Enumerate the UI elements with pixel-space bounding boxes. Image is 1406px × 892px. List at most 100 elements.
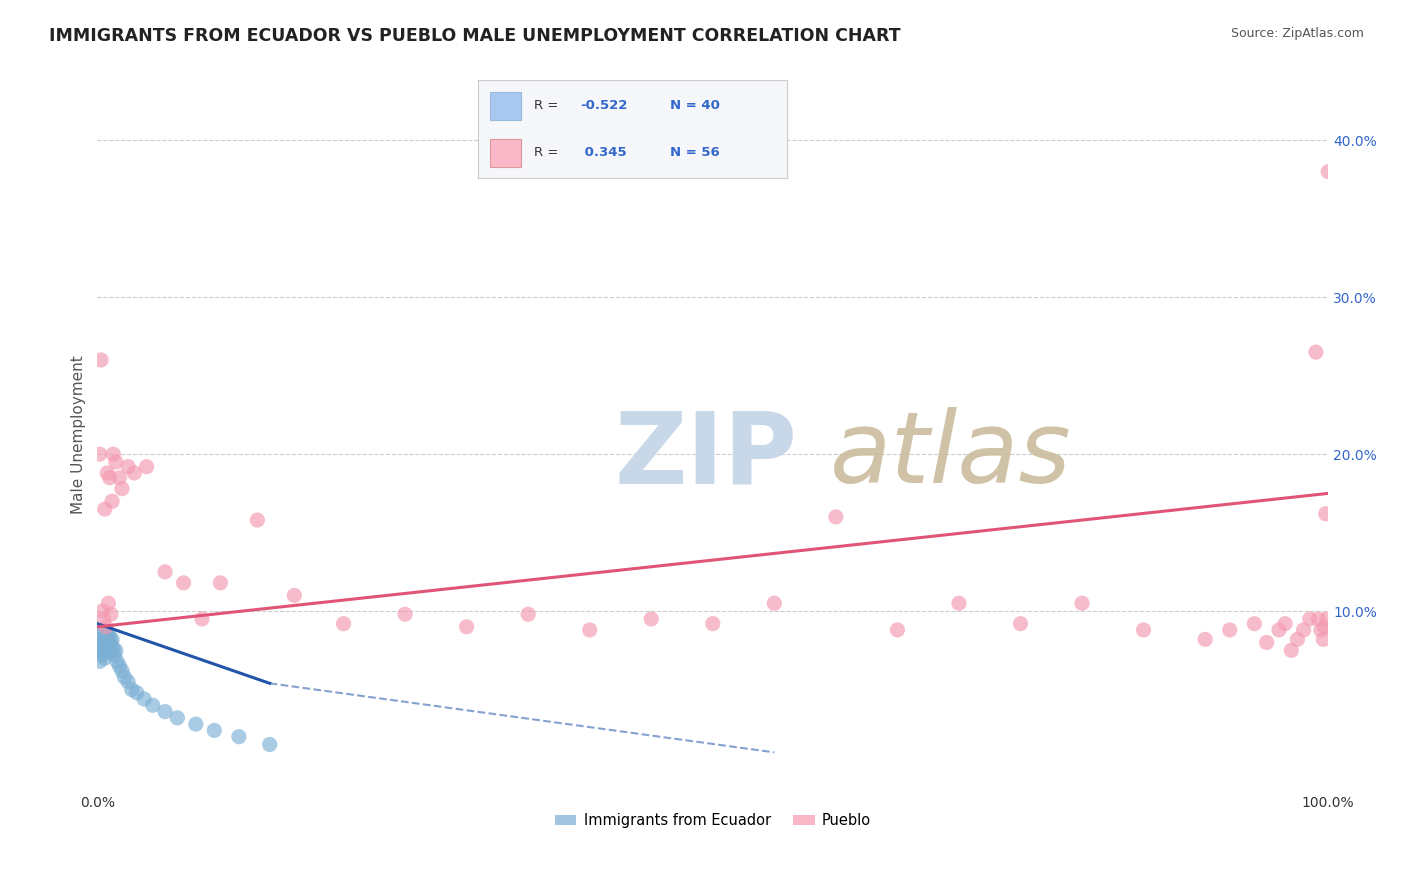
Point: [1268, 623, 1291, 637]
Point: [1316, 612, 1339, 626]
Point: [94, 620, 117, 634]
Text: ZIP: ZIP: [614, 408, 797, 505]
Point: [702, 616, 724, 631]
Point: [134, 692, 156, 706]
Point: [121, 682, 143, 697]
Point: [332, 616, 354, 631]
Point: [1243, 616, 1265, 631]
Point: [89, 632, 111, 647]
Point: [763, 596, 786, 610]
Point: [91, 604, 114, 618]
Point: [101, 494, 124, 508]
Point: [1305, 345, 1327, 359]
Point: [1299, 612, 1322, 626]
Y-axis label: Male Unemployment: Male Unemployment: [72, 355, 86, 514]
Point: [108, 659, 131, 673]
Point: [886, 623, 908, 637]
Point: [948, 596, 970, 610]
Point: [640, 612, 662, 626]
Point: [153, 705, 176, 719]
FancyBboxPatch shape: [491, 139, 522, 167]
Point: [1279, 643, 1302, 657]
Point: [824, 510, 846, 524]
Point: [124, 466, 146, 480]
Point: [103, 648, 125, 662]
Point: [1286, 632, 1309, 647]
Point: [98, 631, 121, 645]
Point: [98, 471, 121, 485]
Point: [93, 651, 115, 665]
Point: [1256, 635, 1278, 649]
Point: [91, 637, 114, 651]
Text: N = 40: N = 40: [669, 99, 720, 112]
Point: [100, 635, 122, 649]
Point: [1219, 623, 1241, 637]
Point: [96, 466, 118, 480]
Point: [394, 607, 416, 622]
Text: 0.345: 0.345: [581, 146, 627, 160]
Point: [98, 640, 121, 655]
Text: R =: R =: [534, 146, 558, 160]
Point: [93, 631, 115, 645]
Point: [153, 565, 176, 579]
Point: [101, 632, 124, 647]
Point: [100, 607, 122, 622]
Point: [228, 730, 250, 744]
Legend: Immigrants from Ecuador, Pueblo: Immigrants from Ecuador, Pueblo: [548, 807, 877, 834]
Point: [89, 447, 111, 461]
Point: [111, 664, 134, 678]
Point: [103, 447, 125, 461]
Point: [94, 627, 117, 641]
Point: [191, 612, 214, 626]
Point: [96, 632, 118, 647]
Point: [202, 723, 225, 738]
FancyBboxPatch shape: [491, 92, 522, 120]
Point: [1071, 596, 1094, 610]
Text: -0.522: -0.522: [581, 99, 627, 112]
Point: [90, 627, 112, 641]
Point: [1317, 164, 1340, 178]
Point: [125, 686, 148, 700]
Point: [117, 674, 139, 689]
Point: [578, 623, 600, 637]
Point: [97, 596, 120, 610]
Point: [100, 645, 122, 659]
Point: [93, 502, 115, 516]
Point: [93, 641, 115, 656]
Point: [1309, 623, 1331, 637]
Point: [94, 639, 117, 653]
Point: [1194, 632, 1216, 647]
Point: [1132, 623, 1154, 637]
Text: R =: R =: [534, 99, 558, 112]
Point: [1313, 620, 1336, 634]
Point: [173, 575, 195, 590]
Point: [517, 607, 540, 622]
Point: [90, 353, 112, 368]
Point: [90, 639, 112, 653]
Point: [111, 482, 134, 496]
Point: [87, 643, 110, 657]
Point: [104, 643, 127, 657]
Point: [103, 641, 125, 656]
Point: [1312, 632, 1334, 647]
Point: [209, 575, 232, 590]
Point: [97, 637, 120, 651]
Text: atlas: atlas: [830, 408, 1071, 505]
Point: [1315, 507, 1337, 521]
Point: [96, 643, 118, 657]
Point: [105, 654, 128, 668]
Point: [117, 459, 139, 474]
Point: [104, 455, 127, 469]
Point: [135, 459, 157, 474]
Point: [283, 589, 305, 603]
Point: [1292, 623, 1315, 637]
Point: [97, 626, 120, 640]
Point: [89, 654, 111, 668]
Point: [1274, 616, 1296, 631]
Point: [1308, 612, 1330, 626]
Point: [142, 698, 165, 713]
Point: [259, 738, 281, 752]
Point: [456, 620, 478, 634]
Text: IMMIGRANTS FROM ECUADOR VS PUEBLO MALE UNEMPLOYMENT CORRELATION CHART: IMMIGRANTS FROM ECUADOR VS PUEBLO MALE U…: [49, 27, 901, 45]
Text: N = 56: N = 56: [669, 146, 720, 160]
